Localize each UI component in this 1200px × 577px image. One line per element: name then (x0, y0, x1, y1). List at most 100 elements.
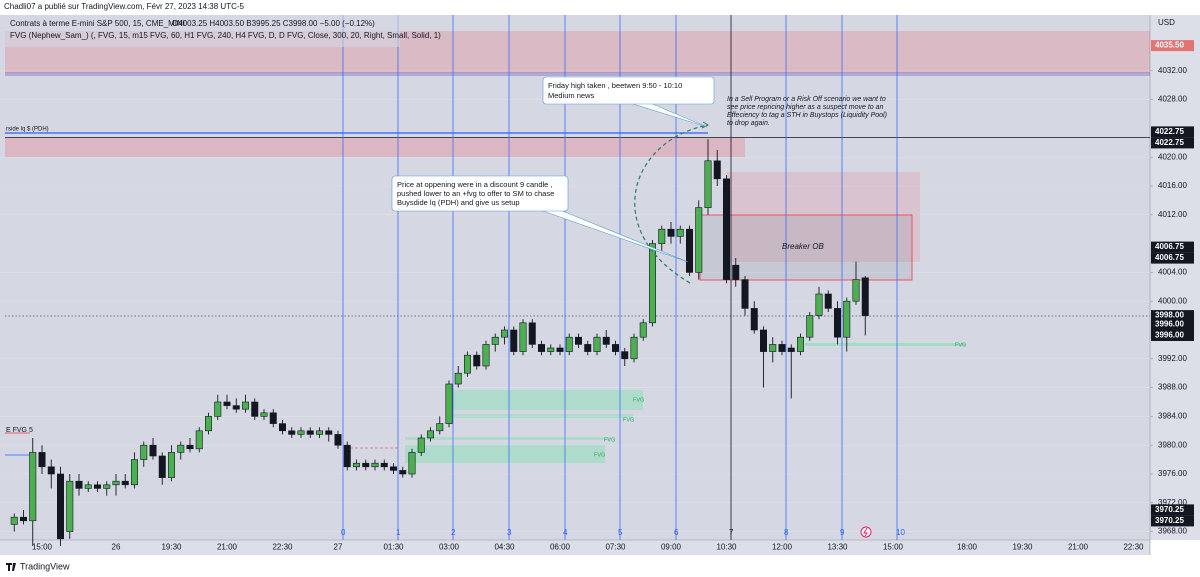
pdh-zone (5, 138, 745, 157)
session-label: 9 (840, 528, 845, 537)
pdh-label: rside lq $ (PDH) (6, 127, 49, 133)
candle-body (112, 480, 120, 486)
session-label: 7 (729, 528, 734, 537)
breaker-label: Breaker OB (782, 242, 824, 251)
candle-body (510, 329, 518, 352)
sessions: 0 1 2 3 4 5 6 7 8 9 10 (341, 15, 905, 540)
price-label-box (1151, 40, 1194, 52)
x-tick-label: 06:00 (550, 543, 571, 552)
x-tick-label: 19:30 (161, 543, 182, 552)
candle-body (177, 444, 185, 453)
price-label-box (1151, 319, 1194, 330)
price-axis-background (1150, 15, 1200, 540)
candle-body (621, 351, 629, 360)
candle-body (205, 416, 213, 432)
candle-body (47, 466, 55, 475)
callout-text: Buysdide lq (PDH) and give us setup (397, 198, 520, 207)
y-tick-label: 4032.00 (1158, 66, 1187, 75)
candle-body (713, 160, 721, 180)
candle-body (704, 160, 712, 208)
time-axis-background (0, 540, 1150, 555)
candle-body (630, 336, 638, 360)
candle-body (806, 315, 814, 338)
candle-body (750, 308, 758, 331)
x-tick-label: 26 (112, 543, 121, 552)
candle-body (574, 336, 582, 345)
candle-body (685, 228, 693, 273)
candle-body (399, 470, 407, 475)
price-label-box (1151, 515, 1194, 527)
price-label-box (1151, 137, 1194, 149)
x-tick-label: 10:30 (716, 543, 737, 552)
x-tick-label: 01:30 (383, 543, 404, 552)
candle-body (547, 347, 555, 352)
candle-body (158, 455, 166, 478)
fvg-label: FVG (955, 342, 966, 348)
chart-title: Contrats à terme E-mini S&P 500, 15, CME… (10, 19, 185, 28)
fvg-zone (452, 390, 643, 410)
candle-body (131, 459, 139, 486)
x-tick-label: 22:30 (272, 543, 293, 552)
x-tick-label: 12:00 (772, 543, 793, 552)
x-tick-label: 18:00 (957, 543, 978, 552)
scenario-text: In a Sell Program or a Risk Off scenario… (727, 96, 886, 103)
session-label: 5 (618, 528, 623, 537)
candle-body (528, 322, 536, 345)
session-label: 6 (674, 528, 679, 537)
fvg-label: FVG (633, 397, 644, 403)
candle-body (759, 329, 767, 352)
y-tick-label: 3988.00 (1158, 383, 1187, 392)
candle-body (852, 279, 860, 302)
session-label: 1 (396, 528, 401, 537)
price-label-box (1151, 310, 1194, 322)
session-label: 0 (341, 528, 346, 537)
candles (10, 139, 869, 546)
candle-body (833, 308, 841, 338)
y-tick-label: 3976.00 (1158, 469, 1187, 478)
candle-body (722, 178, 730, 280)
price-label: 4022.75 (1155, 138, 1184, 147)
price-label-box (1151, 252, 1194, 264)
candle-body (500, 329, 508, 338)
candle-body (824, 293, 832, 309)
session-label: 10 (896, 528, 905, 537)
swing-arc (634, 124, 709, 284)
candle-body (371, 462, 379, 468)
price-label: 4006.75 (1155, 253, 1184, 262)
y-tick-label: 4012.00 (1158, 210, 1187, 219)
y-tick-label: 4016.00 (1158, 181, 1187, 190)
candle-body (140, 444, 148, 460)
candle-body (325, 430, 333, 435)
fvg-zone (805, 343, 965, 346)
candle-body (288, 430, 296, 435)
candle-body (10, 516, 18, 525)
ohlc-legend: O4003.25 H4003.50 B3995.25 C3998.00 −5.0… (172, 19, 375, 28)
x-tick-label: 13:30 (827, 543, 848, 552)
fvg-zone (452, 414, 633, 418)
session-label: 4 (563, 528, 568, 537)
event-icon[interactable] (860, 526, 872, 538)
candle-body (741, 279, 749, 309)
published-note: Chadli07 a publié sur TradingView.com, F… (4, 2, 245, 11)
candle-body (519, 322, 527, 352)
session-label: 3 (507, 528, 512, 537)
fvg-zone (405, 437, 610, 440)
tv-logo (6, 563, 16, 571)
candle-body (19, 516, 27, 522)
y-tick-label: 4028.00 (1158, 95, 1187, 104)
candle-body (593, 336, 601, 352)
candle-body (732, 264, 740, 280)
footer-brand: TradingView (20, 561, 70, 571)
candle-body (29, 452, 37, 522)
scenario-text: see price repricing higher as a suspect … (727, 104, 884, 111)
price-label-box (1151, 330, 1194, 341)
x-tick-label: 21:00 (217, 543, 238, 552)
candle-body (38, 452, 46, 468)
price-label-box (1151, 241, 1194, 253)
callout-box (542, 76, 715, 105)
price-label: 3996.00 (1155, 331, 1184, 340)
y-tick-label: 3968.00 (1158, 527, 1187, 536)
candle-body (491, 336, 499, 345)
y-tick-label: 4004.00 (1158, 268, 1187, 277)
axes: 4032.00 4028.00 4020.00 4016.00 4012.00 4004.… (32, 40, 1194, 552)
